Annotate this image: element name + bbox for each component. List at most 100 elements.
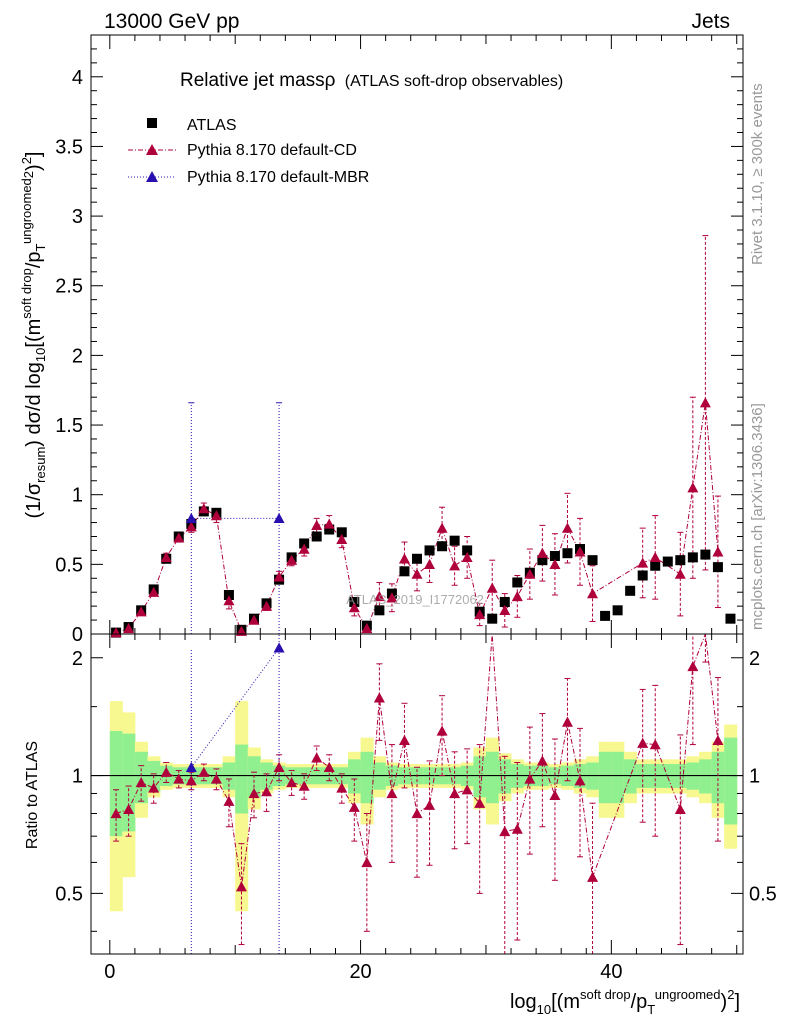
ratio-cd-marker: [411, 807, 423, 819]
cd-marker: [361, 622, 373, 634]
legend: ATLAS Pythia 8.170 default-CD Pythia 8.1…: [128, 117, 369, 186]
cd-marker: [561, 522, 573, 533]
cd-marker: [223, 595, 235, 606]
header-right: Jets: [691, 10, 730, 33]
cd-marker: [123, 622, 135, 634]
atlas-data-point: [562, 548, 573, 559]
cd-marker: [574, 546, 586, 557]
atlas-data-point: [412, 553, 422, 564]
ratio-cd-marker: [261, 786, 273, 797]
ratio-cd-marker: [549, 789, 561, 801]
main-ytick-label: 1: [72, 485, 83, 507]
ratio-cd-marker: [474, 797, 486, 808]
ratio-cd-marker: [110, 807, 122, 819]
atlas-data-point: [399, 566, 410, 577]
ratio-xtick-label: 20: [349, 961, 371, 983]
ratio-cd-marker: [436, 725, 448, 736]
cd-marker: [323, 518, 335, 529]
svg-text:(1/σresum) dσ/d log10[(msoft d: (1/σresum) dσ/d log10[(msoft drop/pTungr…: [19, 151, 48, 518]
main-plot-content: [110, 235, 736, 638]
atlas-data-point: [612, 605, 623, 616]
main-ytick-label: 3: [72, 206, 83, 228]
uncertainty-band-inner: [699, 759, 713, 794]
main-ytick-label: 4: [72, 67, 83, 89]
atlas-data-point: [336, 527, 347, 538]
atlas-data-point: [537, 555, 548, 566]
legend-label-atlas: ATLAS: [187, 117, 237, 134]
ratio-cd-marker: [160, 766, 172, 777]
main-ytick-label: 1.5: [55, 415, 83, 437]
ratio-cd-marker: [210, 773, 222, 784]
ratio-cd-marker: [223, 795, 235, 806]
xlabel: log10[(msoft drop/pTungroomed)2]: [510, 987, 740, 1017]
atlas-data-point: [462, 545, 473, 556]
atlas-data-point: [600, 610, 611, 621]
cd-marker: [235, 625, 247, 636]
legend-label-cd: Pythia 8.170 default-CD: [187, 142, 357, 159]
uncertainty-band-inner: [711, 751, 725, 804]
main-panel: 0 0.5 1 1.5 2 2.5 3 3.5 4 ATLAS_2019_I1772062 Re…: [19, 34, 744, 646]
ratio-cd-marker: [273, 761, 285, 772]
cd-marker: [336, 533, 348, 544]
cd-marker: [398, 553, 410, 564]
atlas-data-point: [311, 531, 322, 542]
ratio-xtick-label: 40: [600, 961, 622, 983]
ratio-ytick-label: 1: [72, 766, 83, 788]
atlas-data-point: [549, 550, 560, 561]
cd-marker: [273, 571, 285, 582]
atlas-data-point: [437, 541, 448, 552]
svg-text:log10[(msoft drop/pTungroomed): log10[(msoft drop/pTungroomed)2]: [510, 987, 740, 1017]
ratio-mbr-marker: [185, 761, 197, 772]
ratio-ytick-label: 2: [72, 648, 83, 670]
ratio-ylabel: Ratio to ATLAS: [24, 741, 41, 849]
mcplots-note: mcplots.cern.ch [arXiv:1306.3436]: [749, 403, 766, 630]
ratio-ytick-label-right: 2: [749, 648, 760, 670]
cd-marker: [198, 503, 210, 514]
uncertainty-band-inner: [360, 751, 374, 804]
watermark: ATLAS_2019_I1772062: [346, 592, 484, 607]
uncertainty-band-inner: [485, 751, 499, 804]
ratio-cd-marker: [536, 755, 548, 766]
plot-title-sub: (ATLAS soft-drop observables): [345, 73, 563, 90]
cd-marker: [524, 568, 536, 579]
ratio-cd-marker: [386, 787, 398, 799]
atlas-data-point: [374, 605, 385, 616]
ratio-cd-marker: [198, 766, 210, 777]
cd-marker: [411, 568, 423, 579]
ratio-cd-marker: [123, 803, 135, 814]
cd-marker: [699, 397, 711, 408]
ratio-cd-marker: [637, 737, 649, 748]
cd-marker: [461, 551, 473, 563]
cd-marker: [499, 604, 511, 615]
cd-marker: [210, 510, 222, 521]
atlas-data-point: [712, 562, 723, 573]
atlas-data-point: [499, 596, 510, 607]
atlas-data-point: [512, 577, 523, 588]
ratio-cd-marker: [499, 825, 511, 837]
atlas-data-point: [449, 535, 460, 546]
cd-marker: [110, 627, 122, 638]
atlas-data-point: [662, 556, 673, 567]
cd-marker: [386, 592, 398, 603]
ratio-cd-marker: [649, 739, 661, 750]
main-ylabel: (1/σresum) dσ/d log10[(msoft drop/pTungr…: [19, 151, 48, 518]
ratio-cd-marker: [511, 823, 523, 834]
ratio-cd-marker: [298, 780, 310, 791]
cd-marker: [185, 521, 197, 532]
uncertainty-band-inner: [724, 737, 738, 825]
mbr-marker: [185, 512, 197, 524]
cd-marker: [286, 554, 298, 565]
cd-marker: [549, 558, 561, 570]
atlas-data-point: [424, 545, 435, 556]
ratio-cd-marker: [373, 692, 385, 703]
ratio-cd-marker: [286, 777, 298, 788]
cd-marker: [474, 608, 486, 620]
legend-marker-cd: [146, 144, 158, 155]
legend-marker-atlas: [147, 118, 157, 128]
cd-marker: [298, 543, 310, 554]
main-axes: 0 0.5 1 1.5 2 2.5 3 3.5 4: [55, 35, 743, 646]
cd-marker: [687, 482, 699, 493]
atlas-data-point: [223, 589, 234, 600]
plot-title-main: Relative jet massρ: [180, 70, 336, 91]
